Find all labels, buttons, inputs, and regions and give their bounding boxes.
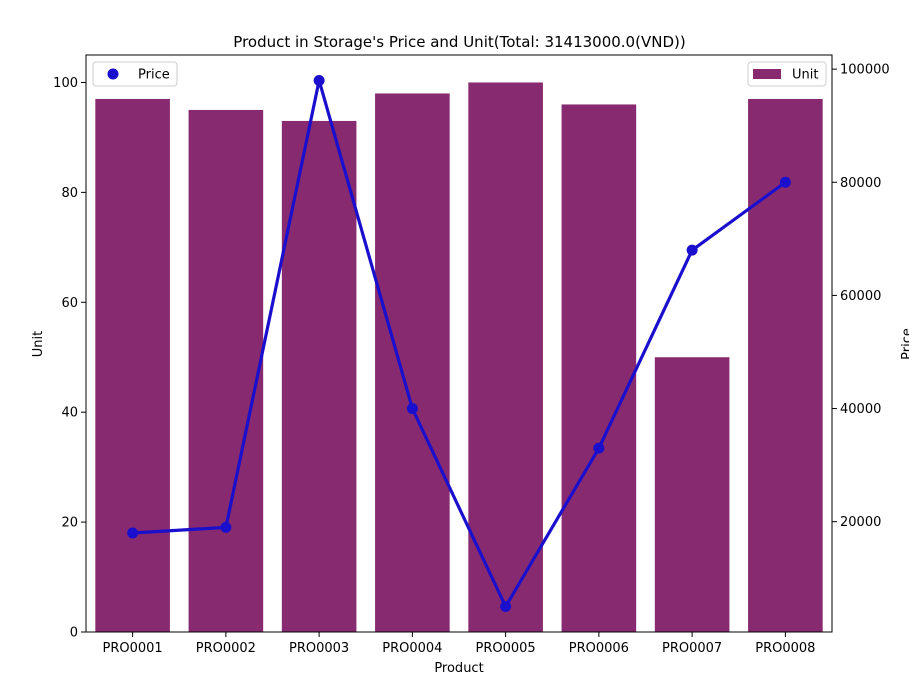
bar-unit-PRO0004	[375, 93, 450, 632]
legend-unit-swatch	[753, 69, 781, 79]
legend-unit-frame	[747, 61, 827, 87]
y-right-tick-label: 100000	[840, 63, 890, 78]
price-line	[132, 78, 787, 609]
y-left-tick-label: 20	[61, 516, 78, 531]
y-left-tick-label: 40	[61, 406, 78, 421]
price-point-PRO0006	[593, 442, 605, 454]
legend-unit-label: Unit	[792, 68, 818, 83]
x-tick-label: PRO0007	[662, 641, 722, 656]
bar-unit-PRO0007	[654, 357, 730, 632]
y-axis-right: 20000 40000 60000 80000 100000	[832, 63, 890, 530]
bar-unit-PRO0008	[748, 98, 823, 632]
price-point-PRO0007	[686, 244, 698, 256]
bar-unit-PRO0005	[468, 82, 543, 632]
x-tick-label: PRO0003	[289, 641, 349, 656]
price-point-PRO0001	[127, 527, 139, 539]
price-point-PRO0008	[779, 176, 791, 188]
legend-price-label: Price	[138, 68, 170, 83]
x-axis-label: Product	[434, 661, 483, 676]
price-point-PRO0005	[500, 601, 512, 613]
price-point-PRO0004	[406, 403, 418, 415]
price-point-PRO0003	[313, 74, 325, 86]
bar-series-unit	[95, 82, 823, 632]
y-axis-right-label: Price	[900, 328, 909, 360]
y-right-tick-label: 20000	[840, 515, 881, 530]
legend-price: Price	[92, 61, 178, 87]
y-right-tick-label: 40000	[840, 402, 881, 417]
x-tick-label: PRO0005	[476, 641, 536, 656]
price-point-PRO0002	[220, 521, 232, 533]
y-left-tick-label: 60	[61, 296, 78, 311]
bar-unit-PRO0001	[95, 98, 170, 632]
line-series-price	[127, 74, 791, 613]
bar-unit-PRO0003	[281, 120, 357, 632]
y-left-tick-label: 80	[61, 186, 78, 201]
x-tick-label: PRO0002	[196, 641, 256, 656]
legend-unit: Unit	[747, 61, 827, 87]
x-tick-label: PRO0006	[569, 641, 629, 656]
plot-frame	[85, 54, 833, 633]
y-axis-left: 0 20 40 60 80 100	[53, 76, 86, 641]
bar-unit-PRO0006	[561, 104, 637, 632]
y-right-tick-label: 80000	[840, 176, 881, 191]
y-left-tick-label: 0	[70, 626, 78, 641]
bar-unit-PRO0002	[188, 109, 264, 632]
legend-price-frame	[92, 61, 178, 87]
y-axis-left-label: Unit	[31, 331, 46, 357]
x-tick-label: PRO0008	[755, 641, 815, 656]
y-right-tick-label: 60000	[840, 289, 881, 304]
x-tick-label: PRO0001	[103, 641, 163, 656]
chart-title: Product in Storage's Price and Unit(Tota…	[233, 33, 685, 51]
x-tick-label: PRO0004	[382, 641, 442, 656]
legend-price-marker	[107, 68, 119, 80]
x-axis: PRO0001 PRO0002 PRO0003 PRO0004 PRO0005 PRO00…	[103, 632, 815, 656]
y-left-tick-label: 100	[53, 76, 78, 91]
